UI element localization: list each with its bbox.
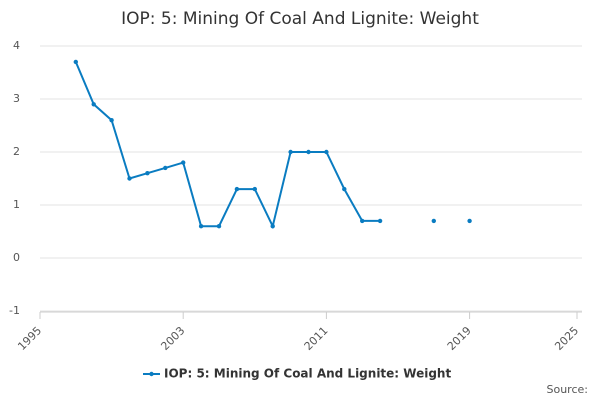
- y-tick-label: 3: [13, 92, 20, 105]
- data-point: [377, 218, 383, 224]
- x-tick-label: 2025: [552, 324, 581, 353]
- y-tick-label: 1: [13, 198, 20, 211]
- data-point: [431, 218, 436, 224]
- data-point: [270, 224, 275, 229]
- x-tick-label: 2019: [445, 324, 474, 353]
- data-point: [234, 186, 240, 192]
- data-point: [145, 171, 150, 176]
- data-point: [288, 149, 293, 155]
- data-point: [360, 218, 365, 224]
- data-point: [163, 165, 168, 171]
- y-tick-label: 0: [13, 251, 20, 264]
- x-tick-label: 2011: [302, 324, 331, 353]
- y-tick-label: 2: [13, 145, 20, 158]
- data-point: [216, 224, 222, 229]
- data-point: [198, 224, 204, 229]
- source: Source:: [547, 383, 589, 396]
- y-tick-label: 4: [13, 39, 20, 52]
- legend-marker: [149, 371, 154, 377]
- data-point: [91, 102, 96, 107]
- x-tick-label: 1995: [15, 324, 44, 353]
- data-point: [467, 218, 472, 224]
- data-point: [306, 149, 311, 155]
- y-tick-label: -1: [9, 304, 20, 317]
- series-line: [76, 62, 470, 226]
- data-point: [342, 186, 347, 192]
- data-point: [73, 59, 79, 65]
- data-point: [324, 149, 329, 155]
- data-point: [252, 186, 257, 192]
- x-tick-label: 2003: [158, 324, 187, 353]
- legend-label: IOP: 5: Mining Of Coal And Lignite: Weig…: [164, 367, 451, 381]
- data-point: [109, 118, 114, 123]
- data-point: [127, 176, 132, 181]
- data-point: [181, 160, 186, 165]
- chart-title: IOP: 5: Mining Of Coal And Lignite: Weig…: [121, 9, 479, 29]
